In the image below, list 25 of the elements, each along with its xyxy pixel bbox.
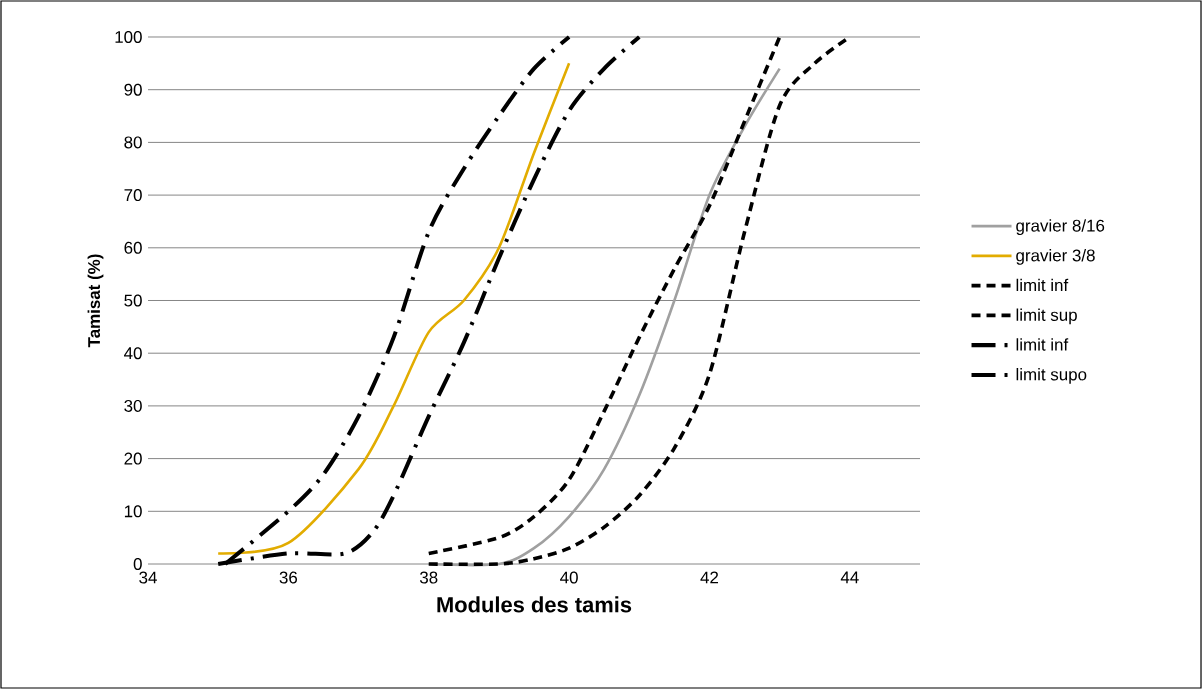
x-axis-title: Modules des tamis [437,596,632,613]
y-tick-label: 30 [124,399,142,412]
legend-label: limit inf [1016,338,1069,351]
y-tick-label: 40 [124,347,142,360]
legend-label: limit inf [1016,278,1069,292]
x-tick-label: 40 [560,571,578,584]
y-tick-label: 50 [124,294,142,307]
y-tick-label: 60 [124,241,142,254]
y-tick-label: 70 [124,189,142,202]
legend-label: gravier 8/16 [1016,219,1105,236]
y-tick-label: 10 [124,505,142,518]
y-tick-label: 80 [124,136,142,149]
legend-label: gravier 3/8 [1016,248,1095,265]
x-tick-label: 34 [139,571,157,584]
y-tick-label: 90 [124,83,142,96]
legend-label: limit sup [1016,308,1077,325]
y-tick-label: 0 [133,558,142,570]
x-tick-label: 42 [700,571,719,584]
y-tick-label: 20 [124,452,142,465]
x-tick-label: 44 [840,571,859,584]
y-tick-label: 100 [115,31,142,43]
y-axis-title: Tamisat (%) [87,254,104,348]
x-tick-label: 38 [419,571,438,584]
x-tick-label: 36 [279,571,298,584]
legend-label: limit supo [1016,368,1087,384]
